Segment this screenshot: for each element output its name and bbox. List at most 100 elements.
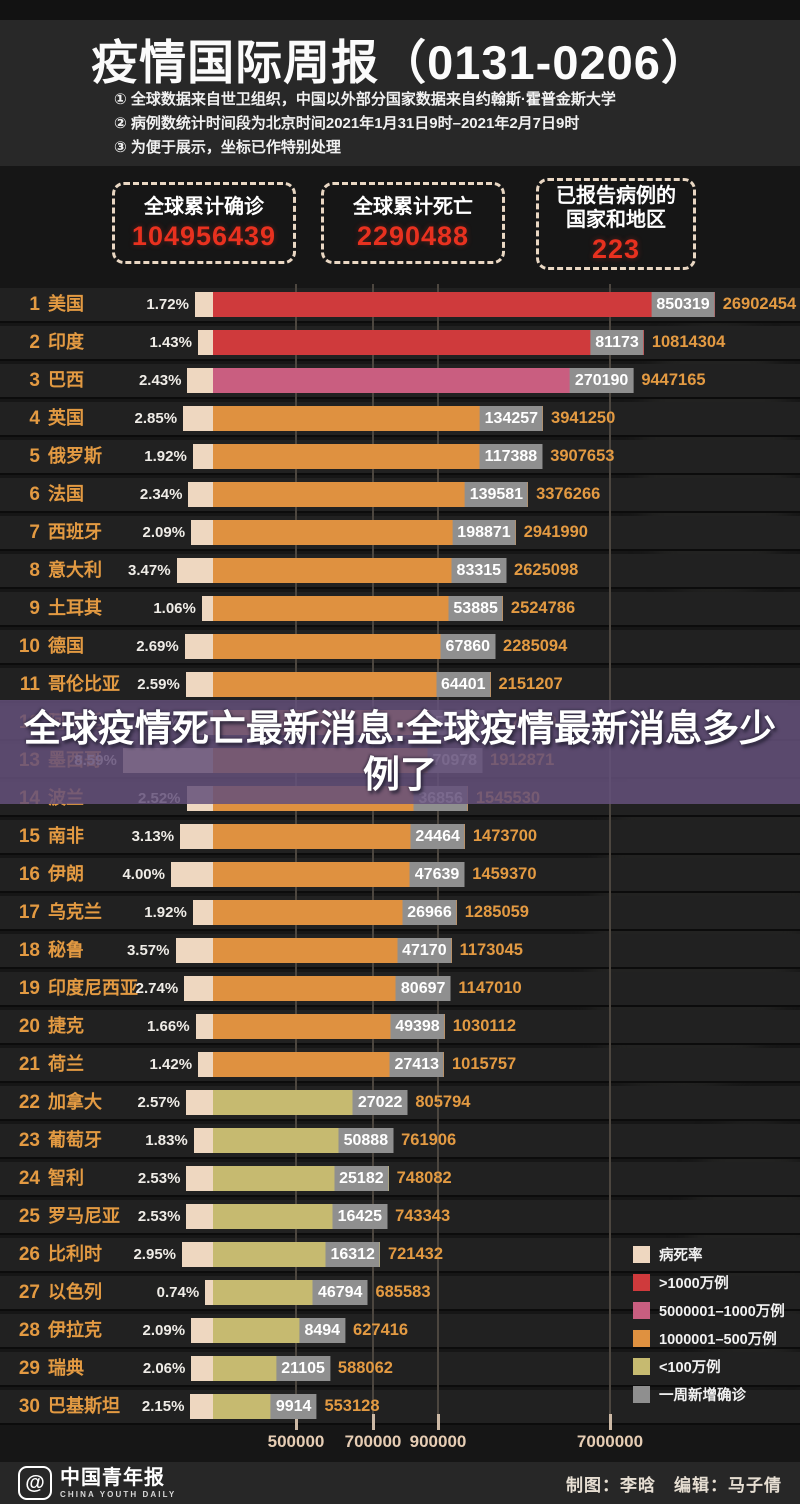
rank-number: 21 (18, 1054, 40, 1075)
stat-value: 2290488 (356, 220, 470, 251)
legend-label: >1000万例 (659, 1275, 729, 1292)
row-background (0, 1124, 800, 1157)
country-name: 南非 (48, 826, 84, 846)
country-name: 土耳其 (48, 598, 102, 618)
rank-number: 16 (18, 864, 40, 885)
death-rate-bar (175, 938, 213, 963)
row-background (0, 1276, 800, 1309)
table-row: 11 哥伦比亚 2.59% 64401 2151207 (0, 668, 800, 706)
country-name: 比利时 (48, 1244, 102, 1264)
table-row: 26 比利时 2.95% 16312 721432 (0, 1238, 800, 1276)
table-row: 30 巴基斯坦 2.15% 9914 553128 (0, 1390, 800, 1428)
death-rate-bar (187, 368, 213, 393)
axis-tick-mark (372, 1414, 375, 1430)
weekly-new-cases-value: 47170 (397, 938, 452, 963)
legend-item: 病死率 (633, 1240, 785, 1268)
country-name: 葡萄牙 (48, 1130, 102, 1150)
total-cases-value: 1147010 (458, 979, 522, 997)
death-rate-bar (191, 1318, 213, 1343)
weekly-new-cases-value: 49398 (390, 1014, 445, 1039)
weekly-new-cases-value: 134257 (479, 406, 544, 431)
country-name: 伊朗 (48, 864, 84, 884)
death-rate-value: 1.92% (144, 904, 187, 921)
weekly-new-cases-value: 270190 (569, 368, 634, 393)
weekly-new-cases-value: 80697 (395, 976, 451, 1001)
death-rate-bar (176, 558, 213, 583)
header-notes: ① 全球数据来自世卫组织，中国以外部分国家数据来自约翰斯·霍普金斯大学 ② 病例… (114, 88, 754, 160)
weekly-new-cases-value: 850319 (651, 292, 715, 317)
row-background (0, 1390, 800, 1423)
note-line-2: ② 病例数统计时间段为北京时间2021年1月31日9时–2021年2月7日9时 (114, 115, 580, 132)
legend-item: 1000001–500万例 (633, 1324, 785, 1352)
page-title: 疫情国际周报（0131-0206） (91, 36, 709, 89)
logo-english-name: CHINA YOUTH DAILY (60, 1489, 177, 1499)
country-name: 俄罗斯 (48, 446, 102, 466)
death-rate-value: 2.53% (137, 1170, 181, 1187)
stat-value: 104956439 (131, 220, 277, 251)
rank-number: 8 (29, 560, 40, 581)
weekly-new-cases-value: 198871 (452, 520, 516, 545)
death-rate-bar (201, 596, 213, 621)
death-rate-value: 0.74% (156, 1284, 200, 1301)
table-row: 19 印度尼西亚 2.74% 80697 1147010 (0, 972, 800, 1010)
death-rate-value: 2.95% (133, 1246, 177, 1263)
legend-item: 一周新增确诊 (633, 1380, 785, 1408)
stat-label: 全球累计死亡 (353, 195, 473, 218)
death-rate-bar (198, 1052, 213, 1077)
weekly-new-cases-value: 46794 (312, 1280, 368, 1305)
x-axis-tick-label: 500000 (267, 1432, 325, 1451)
weekly-new-cases-value: 9914 (270, 1394, 317, 1419)
total-cases-value: 9447165 (641, 371, 706, 389)
rank-number: 7 (29, 522, 40, 543)
death-rate-value: 3.13% (131, 828, 175, 845)
rank-number: 30 (18, 1396, 40, 1417)
headline-overlay: 全球疫情死亡最新消息:全球疫情最新消息多少例了 (0, 700, 800, 804)
weekly-new-cases-value: 117388 (479, 444, 543, 469)
rank-number: 4 (29, 408, 40, 429)
rank-number: 3 (29, 370, 40, 391)
death-rate-value: 2.59% (137, 676, 180, 693)
death-rate-value: 2.57% (137, 1094, 180, 1111)
rank-number: 17 (18, 902, 40, 923)
legend-swatch (633, 1245, 650, 1263)
note-line-1: ① 全球数据来自世卫组织，中国以外部分国家数据来自约翰斯·霍普金斯大学 (114, 91, 616, 108)
stat-value: 223 (591, 233, 641, 264)
rank-number: 28 (18, 1320, 40, 1341)
total-cases-bar (213, 330, 644, 355)
country-name: 美国 (48, 294, 84, 314)
weekly-new-cases-value: 8494 (299, 1318, 346, 1343)
total-cases-bar (213, 292, 715, 317)
death-rate-value: 2.74% (135, 980, 179, 997)
header-band: 疫情国际周报（0131-0206） ① 全球数据来自世卫组织，中国以外部分国家数… (0, 0, 800, 166)
summary-stats: 全球累计确诊 104956439 全球累计死亡 2290488 已报告病例的 国… (0, 176, 800, 276)
total-cases-value: 1285059 (464, 903, 529, 921)
death-rate-bar (197, 330, 213, 355)
weekly-new-cases-value: 16312 (325, 1242, 380, 1267)
legend-item: 5000001–1000万例 (633, 1296, 785, 1324)
total-cases-value: 2941990 (523, 523, 588, 541)
country-name: 德国 (48, 636, 84, 656)
country-name: 法国 (48, 484, 84, 504)
weekly-new-cases-value: 27413 (389, 1052, 444, 1077)
logo-chinese-name: 中国青年报 (60, 1466, 165, 1489)
rank-number: 24 (18, 1168, 40, 1189)
rank-number: 20 (18, 1016, 40, 1037)
weekly-new-cases-value: 21105 (276, 1356, 330, 1381)
weekly-new-cases-value: 25182 (334, 1166, 389, 1191)
country-name: 英国 (48, 408, 84, 428)
rank-number: 11 (19, 674, 40, 695)
legend-swatch (633, 1357, 650, 1375)
legend-label: 1000001–500万例 (659, 1331, 777, 1348)
table-row: 5 俄罗斯 1.92% 117388 3907653 (0, 440, 800, 478)
table-row: 27 以色列 0.74% 46794 685583 (0, 1276, 800, 1314)
table-row: 25 罗马尼亚 2.53% 16425 743343 (0, 1200, 800, 1238)
total-cases-value: 2285094 (503, 637, 568, 655)
total-cases-value: 627416 (353, 1321, 409, 1339)
weekly-new-cases-value: 50888 (338, 1128, 394, 1153)
x-axis-tick-label: 700000 (344, 1432, 402, 1451)
death-rate-value: 1.42% (149, 1056, 193, 1073)
total-cases-value: 3907653 (550, 447, 615, 465)
weekly-new-cases-value: 27022 (352, 1090, 408, 1115)
death-rate-bar (183, 406, 213, 431)
